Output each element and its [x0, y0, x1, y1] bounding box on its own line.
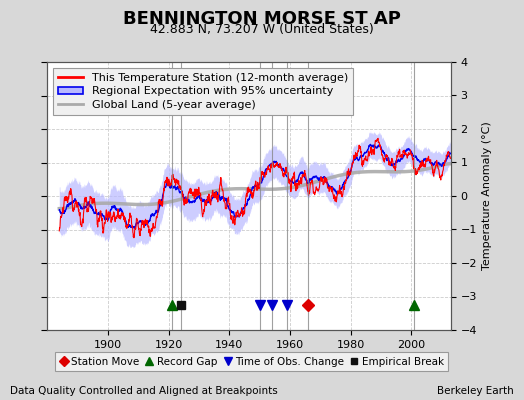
- Text: Data Quality Controlled and Aligned at Breakpoints: Data Quality Controlled and Aligned at B…: [10, 386, 278, 396]
- Text: BENNINGTON MORSE ST AP: BENNINGTON MORSE ST AP: [123, 10, 401, 28]
- Y-axis label: Temperature Anomaly (°C): Temperature Anomaly (°C): [483, 122, 493, 270]
- Legend: Station Move, Record Gap, Time of Obs. Change, Empirical Break: Station Move, Record Gap, Time of Obs. C…: [55, 352, 448, 371]
- Text: Berkeley Earth: Berkeley Earth: [437, 386, 514, 396]
- Text: 42.883 N, 73.207 W (United States): 42.883 N, 73.207 W (United States): [150, 23, 374, 36]
- Legend: This Temperature Station (12-month average), Regional Expectation with 95% uncer: This Temperature Station (12-month avera…: [53, 68, 353, 115]
